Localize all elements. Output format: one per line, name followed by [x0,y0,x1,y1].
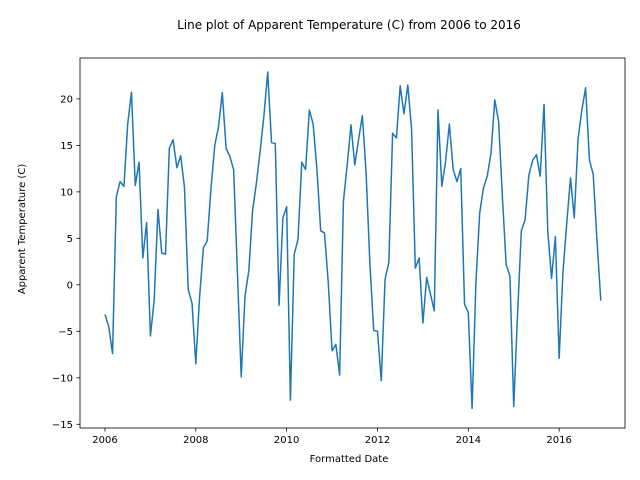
y-tick-label: 0 [67,280,73,291]
y-tick-label: −15 [52,420,73,431]
y-tick-label: 5 [67,234,73,245]
x-tick-label: 2008 [183,435,208,446]
y-axis-label: Apparent Temperature (C) [17,164,28,295]
x-tick-label: 2016 [546,435,571,446]
x-tick-label: 2010 [274,435,299,446]
y-tick-label: −5 [58,327,73,338]
y-tick-label: 10 [60,187,73,198]
series-layer [104,71,602,410]
plot-frame [79,57,626,429]
series-line [104,71,602,410]
x-axis-label: Formatted Date [310,454,389,465]
x-tick-label: 2006 [92,435,117,446]
x-axis: 2006 2008 2010 2012 2014 2016 [92,428,572,446]
chart-title: Line plot of Apparent Temperature (C) fr… [177,18,521,32]
y-tick-label: 15 [60,141,73,152]
y-tick-label: 20 [60,95,73,106]
x-tick-label: 2014 [456,435,481,446]
y-axis: −15 −10 −5 0 5 10 15 20 [52,95,80,431]
y-tick-label: −10 [52,373,73,384]
plot-area [79,57,626,429]
x-tick-label: 2012 [365,435,390,446]
